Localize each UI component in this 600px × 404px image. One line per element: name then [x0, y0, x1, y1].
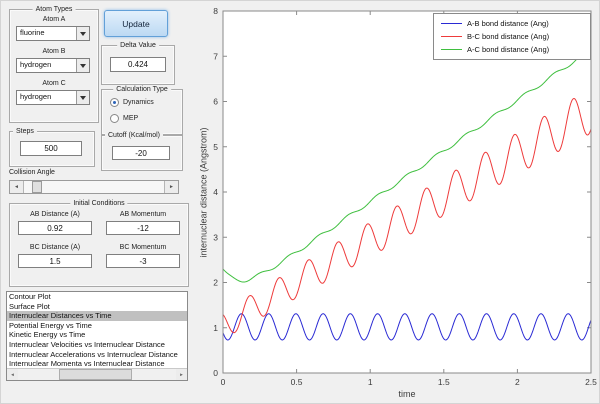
- legend-entry-ab: A-B bond distance (Ang): [434, 17, 590, 30]
- atom-types-title: Atom Types: [32, 5, 76, 14]
- axes-background: [223, 11, 591, 373]
- list-item[interactable]: Kinetic Energy vs Time: [9, 330, 86, 340]
- collision-angle-slider[interactable]: ◄ ►: [9, 180, 179, 194]
- cutoff-field[interactable]: [112, 146, 170, 160]
- ab-distance-label: AB Distance (A): [30, 211, 80, 218]
- slider-thumb[interactable]: [32, 181, 43, 193]
- delta-value-field[interactable]: [110, 57, 166, 72]
- delta-value-panel: Delta Value: [101, 41, 175, 85]
- plot-type-listbox[interactable]: Contour Plot Surface Plot Internuclear Dis…: [6, 291, 188, 381]
- series-line-2: [222, 48, 592, 283]
- plot-region: 0 0.5 1 1.5 2 2.5 0 1 2 3 4 5 6 7 8 time internuclear …: [196, 1, 599, 403]
- radio-mep[interactable]: MEP: [110, 114, 138, 123]
- slider-track[interactable]: [24, 181, 164, 193]
- y-tick-label: 3: [213, 232, 218, 242]
- ab-momentum-label: AB Momentum: [119, 211, 167, 218]
- legend-label-ab: A-B bond distance (Ang): [467, 19, 549, 28]
- cutoff-title: Cutoff (Kcal/mol): [105, 131, 163, 140]
- x-tick-label: 0: [221, 377, 226, 387]
- radio-dynamics[interactable]: Dynamics: [110, 98, 154, 107]
- initial-conditions-title: Initial Conditions: [70, 199, 128, 208]
- slider-left-arrow-icon[interactable]: ◄: [10, 181, 24, 193]
- y-tick-label: 2: [213, 278, 218, 288]
- bc-momentum-label: BC Momentum: [119, 244, 167, 251]
- atom-c-value: hydrogen: [20, 92, 52, 101]
- collision-angle-label: Collision Angle: [9, 169, 55, 176]
- x-tick-label: 1: [368, 377, 373, 387]
- x-tick-label: 1.5: [438, 377, 450, 387]
- ac-line-sample-icon: [441, 49, 462, 50]
- initial-conditions-panel: Initial Conditions AB Distance (A) AB Mo…: [9, 199, 189, 287]
- list-item[interactable]: Internuclear Distances vs Time: [7, 311, 187, 321]
- scrollbar-track[interactable]: [18, 369, 176, 380]
- y-tick-label: 8: [213, 6, 218, 16]
- y-tick-label: 5: [213, 142, 218, 152]
- legend-label-ac: A-C bond distance (Ang): [467, 45, 550, 54]
- y-tick-label: 1: [213, 323, 218, 333]
- scrollbar-left-arrow-icon[interactable]: ◄: [7, 369, 18, 380]
- radio-mep-label: MEP: [123, 115, 139, 122]
- calculation-type-title: Calculation Type: [113, 85, 171, 94]
- radio-icon: [110, 98, 119, 107]
- atom-b-value: hydrogen: [20, 60, 52, 69]
- cutoff-panel: Cutoff (Kcal/mol): [101, 131, 183, 171]
- list-item[interactable]: Contour Plot: [9, 292, 51, 301]
- list-item[interactable]: Internuclear Velocities vs Internuclear …: [9, 339, 165, 349]
- x-tick-label: 0.5: [291, 377, 303, 387]
- plot-type-list-items: Contour Plot Surface Plot Internuclear Dis…: [7, 292, 187, 369]
- y-axis-label: internuclear distance (Angstrom): [198, 127, 209, 258]
- plot-legend: A-B bond distance (Ang) B-C bond distanc…: [433, 13, 591, 60]
- list-item[interactable]: Surface Plot: [9, 301, 50, 311]
- scrollbar-right-arrow-icon[interactable]: ►: [176, 369, 187, 380]
- x-tick-label: 2: [515, 377, 520, 387]
- scrollbar-thumb[interactable]: [59, 369, 132, 380]
- calculation-type-panel: Calculation Type Dynamics MEP: [101, 85, 183, 135]
- steps-title: Steps: [13, 127, 37, 136]
- distance-vs-time-plot: 0 0.5 1 1.5 2 2.5 0 1 2 3 4 5 6 7 8: [213, 6, 597, 387]
- list-item[interactable]: Internuclear Accelerations vs Internucle…: [9, 349, 178, 359]
- atom-c-dropdown[interactable]: hydrogen: [16, 90, 90, 105]
- atom-b-dropdown[interactable]: hydrogen: [16, 58, 90, 73]
- radio-icon: [110, 114, 119, 123]
- listbox-horizontal-scrollbar[interactable]: ◄ ►: [7, 368, 187, 380]
- bc-line-sample-icon: [441, 36, 462, 37]
- bc-distance-label: BC Distance (A): [29, 244, 81, 251]
- dropdown-arrow-icon: [76, 27, 89, 40]
- y-tick-label: 0: [213, 368, 218, 378]
- radio-dynamics-label: Dynamics: [123, 99, 154, 106]
- delta-value-title: Delta Value: [117, 41, 159, 50]
- steps-field[interactable]: [20, 141, 82, 156]
- list-item[interactable]: Potential Energy vs Time: [9, 320, 92, 330]
- series-line-0: [222, 313, 592, 341]
- atom-a-value: fluorine: [20, 28, 45, 37]
- bc-distance-field[interactable]: [18, 254, 92, 268]
- dropdown-arrow-icon: [76, 91, 89, 104]
- dropdown-arrow-icon: [76, 59, 89, 72]
- atom-a-dropdown[interactable]: fluorine: [16, 26, 90, 41]
- series-line-1: [222, 97, 592, 334]
- y-tick-label: 4: [213, 187, 218, 197]
- y-tick-label: 7: [213, 51, 218, 61]
- ab-line-sample-icon: [441, 23, 462, 24]
- list-item[interactable]: Internuclear Momenta vs Internuclear Dis…: [9, 359, 165, 369]
- ab-momentum-field[interactable]: [106, 221, 180, 235]
- atom-a-label: Atom A: [42, 16, 66, 23]
- bc-momentum-field[interactable]: [106, 254, 180, 268]
- y-tick-label: 6: [213, 97, 218, 107]
- legend-label-bc: B-C bond distance (Ang): [467, 32, 550, 41]
- atom-types-panel: Atom Types Atom A fluorine Atom B hydrog…: [9, 5, 99, 123]
- update-button[interactable]: Update: [104, 10, 168, 37]
- axes-frame: [222, 10, 592, 374]
- ab-distance-field[interactable]: [18, 221, 92, 235]
- x-tick-label: 2.5: [585, 377, 597, 387]
- x-axis-label: time: [398, 389, 416, 399]
- legend-entry-bc: B-C bond distance (Ang): [434, 30, 590, 43]
- slider-right-arrow-icon[interactable]: ►: [164, 181, 178, 193]
- atom-b-label: Atom B: [42, 48, 66, 55]
- steps-panel: Steps: [9, 127, 95, 167]
- atom-c-label: Atom C: [42, 80, 66, 87]
- legend-entry-ac: A-C bond distance (Ang): [434, 43, 590, 56]
